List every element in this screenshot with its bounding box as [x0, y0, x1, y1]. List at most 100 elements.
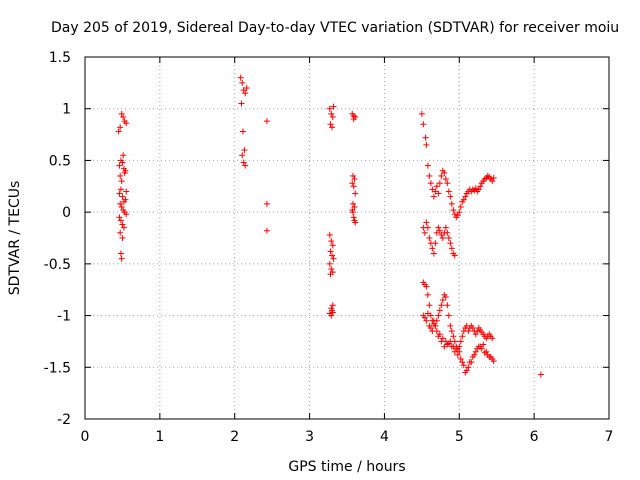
data-point: [328, 312, 335, 319]
y-tick-label: 1.5: [49, 50, 71, 66]
data-point: [445, 340, 452, 347]
data-point: [459, 333, 466, 340]
data-point: [433, 328, 440, 335]
data-point: [432, 240, 439, 247]
data-point: [487, 353, 494, 360]
data-point: [442, 293, 449, 300]
data-point: [350, 183, 357, 190]
data-point: [480, 341, 487, 348]
data-point: [326, 105, 333, 112]
y-tick-label: 0: [62, 205, 71, 221]
data-point: [118, 203, 125, 210]
y-tick-label: 0.5: [49, 153, 71, 169]
y-tick-label: -1.5: [44, 360, 71, 376]
data-point: [242, 90, 249, 97]
data-point: [448, 343, 455, 350]
data-point: [349, 209, 356, 216]
data-point: [329, 309, 336, 316]
data-point: [422, 134, 429, 141]
data-point: [460, 196, 467, 203]
x-tick-label: 4: [380, 429, 389, 445]
data-point: [116, 162, 123, 169]
data-point: [475, 186, 482, 193]
data-point: [421, 314, 428, 321]
data-point: [435, 312, 442, 319]
data-point: [423, 317, 430, 324]
data-point: [328, 305, 335, 312]
data-point: [263, 118, 270, 125]
data-point: [447, 193, 454, 200]
data-point: [444, 229, 451, 236]
data-point: [326, 231, 333, 238]
data-point: [117, 172, 124, 179]
data-point: [117, 200, 124, 207]
data-point: [447, 240, 454, 247]
data-point: [490, 358, 497, 365]
data-point: [123, 188, 130, 195]
data-point: [117, 124, 124, 131]
x-tick-label: 0: [81, 429, 90, 445]
data-point: [442, 224, 449, 231]
data-point: [427, 324, 434, 331]
data-point: [457, 203, 464, 210]
data-point: [430, 317, 437, 324]
data-point: [327, 271, 334, 278]
data-point: [123, 120, 130, 127]
data-point: [242, 162, 249, 169]
data-point: [432, 322, 439, 329]
data-point: [436, 180, 443, 187]
data-point: [537, 371, 544, 378]
data-point: [351, 203, 358, 210]
data-point: [478, 345, 485, 352]
data-point: [451, 211, 458, 218]
data-point: [424, 162, 431, 169]
data-point: [351, 217, 358, 224]
data-point: [122, 196, 129, 203]
data-point: [481, 176, 488, 183]
data-point: [477, 183, 484, 190]
data-point: [430, 250, 437, 257]
data-point: [472, 348, 479, 355]
data-point: [327, 248, 334, 255]
data-point: [329, 302, 336, 309]
data-point: [351, 176, 358, 183]
data-point: [489, 178, 496, 185]
data-point: [433, 183, 440, 190]
data-point: [429, 245, 436, 252]
data-point: [483, 348, 490, 355]
data-point: [263, 227, 270, 234]
data-point: [240, 159, 247, 166]
x-tick-labels: 0 1 2 3 4 5 6 7: [81, 429, 614, 445]
data-point: [423, 141, 430, 148]
data-point: [263, 200, 270, 207]
data-point: [472, 185, 479, 192]
data-point: [119, 221, 126, 228]
data-point: [466, 359, 473, 366]
data-point: [120, 113, 127, 120]
data-point: [123, 211, 130, 218]
data-point: [469, 324, 476, 331]
data-point: [445, 188, 452, 195]
data-point: [121, 169, 128, 176]
data-point: [490, 175, 497, 182]
grid-lines: [85, 57, 609, 419]
data-point: [119, 235, 126, 241]
data-point: [423, 283, 430, 290]
data-point: [456, 209, 463, 216]
data-point: [462, 193, 469, 200]
data-point: [457, 338, 464, 345]
data-point: [438, 172, 445, 179]
data-point: [118, 178, 125, 185]
data-point: [427, 180, 434, 187]
data-point: [439, 335, 446, 342]
data-point: [438, 302, 445, 309]
x-tick-label: 6: [530, 429, 539, 445]
data-point: [460, 362, 467, 369]
data-point: [450, 333, 457, 340]
chart-title: Day 205 of 2019, Sidereal Day-to-day VTE…: [51, 20, 619, 36]
data-point: [436, 227, 443, 234]
data-point: [237, 74, 244, 81]
data-point: [489, 335, 496, 342]
x-tick-label: 2: [230, 429, 239, 445]
data-point: [119, 159, 126, 166]
